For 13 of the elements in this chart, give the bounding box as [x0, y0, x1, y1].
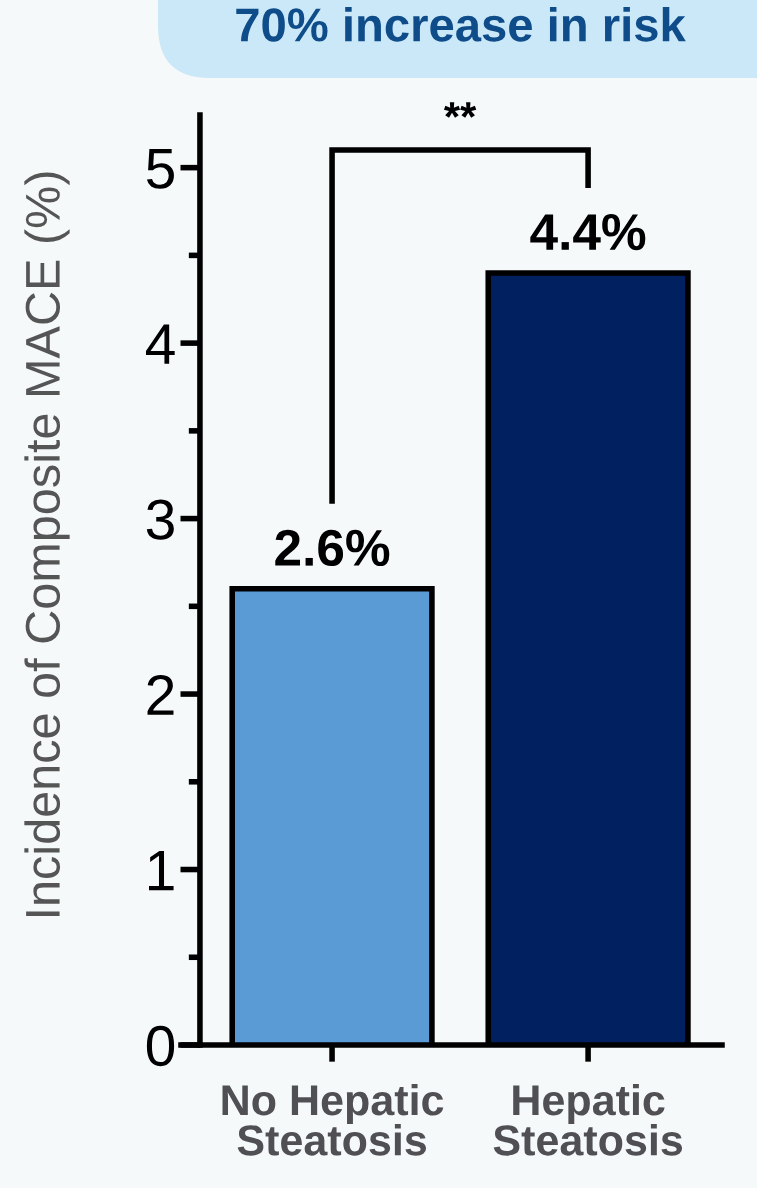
- y-axis-title: Incidence of Composite MACE (%): [24, 172, 70, 917]
- y-tick-label: 2: [147, 674, 174, 715]
- chart-title: 70% increase in risk: [236, 6, 686, 42]
- data-label: 4.4%: [530, 214, 646, 251]
- x-tick-label: Hepatic Steatosis: [493, 1083, 683, 1156]
- y-tick-label: 4: [145, 324, 175, 364]
- data-label: 2.6%: [275, 529, 390, 567]
- annotation: **: [443, 102, 477, 118]
- y-tick-label: 0: [146, 1025, 175, 1067]
- y-tick-label: 5: [146, 149, 174, 189]
- y-tick-label: 3: [146, 499, 174, 540]
- x-tick-label: No Hepatic Steatosis: [222, 1083, 444, 1156]
- y-tick-label: 1: [149, 850, 174, 891]
